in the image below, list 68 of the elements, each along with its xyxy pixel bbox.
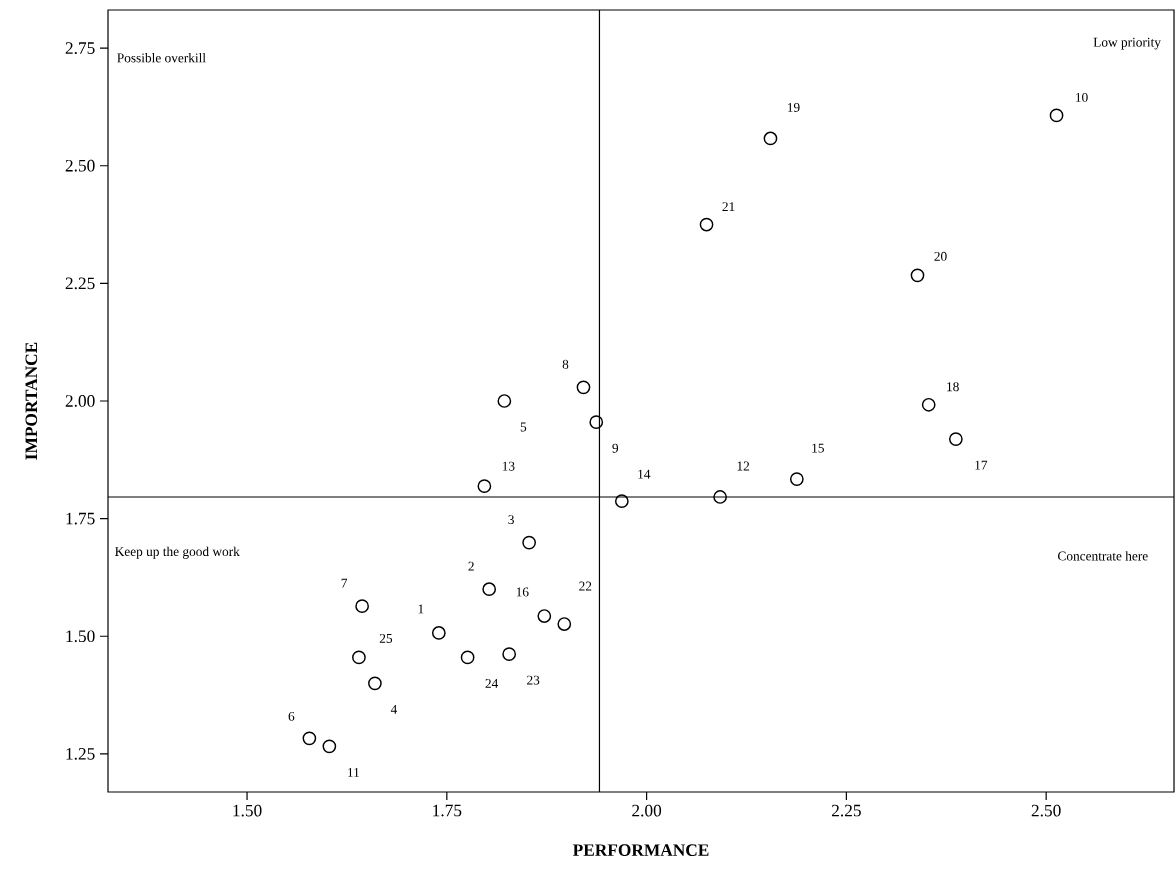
point [482,582,497,597]
point [589,415,604,430]
y-tick-label: 1.25 [66,748,95,760]
annotation: 7 [341,578,348,588]
annotation: Possible overkill [117,53,206,63]
y-tick-label: 2.50 [65,159,95,172]
annotation: Keep up the good work [115,546,240,559]
point [537,609,552,623]
annotation: 16 [516,587,529,597]
annotation: 1 [418,604,424,614]
annotation: 2 [468,561,474,571]
y-axis-title: IMPORTANCE [25,342,38,460]
y-tick-label: 2.25 [65,277,95,290]
annotation: 10 [1076,92,1088,102]
annotation: 12 [737,461,750,471]
y-tick-label: 1.50 [66,630,95,643]
point [763,131,778,146]
point [302,731,317,746]
annotation: 11 [348,767,359,777]
annotation: 20 [934,251,947,261]
annotation: Low priority [1093,37,1161,50]
point [502,647,517,662]
point [352,650,366,665]
point [322,739,337,754]
point [921,397,936,412]
x-tick-label: 1.50 [233,804,262,817]
annotation: 3 [508,515,514,525]
annotation: 25 [379,633,393,643]
annotation: 14 [638,469,651,479]
annotation: 4 [390,704,398,714]
x-tick-label: 2.25 [831,804,861,817]
annotation: 15 [812,443,824,453]
annotation: 13 [502,461,515,471]
x-axis-title: PERFORMANCE [572,844,709,856]
point [431,626,446,640]
y-tick-label: 1.75 [66,512,95,525]
annotation: 8 [562,359,569,369]
y-tick-label: 2.00 [65,395,95,407]
point [460,650,475,665]
annotation: 18 [947,382,959,392]
point [713,490,727,504]
x-tick-label: 1.75 [433,804,462,817]
point [614,494,629,509]
annotation: 19 [787,102,800,112]
point [522,535,537,550]
annotation: 6 [288,711,295,721]
annotation: 5 [520,422,527,432]
point [948,432,963,446]
y-tick-label: 2.75 [65,42,95,54]
point [355,599,369,614]
point [910,268,925,283]
annotation: 21 [722,202,735,211]
annotation: 23 [527,675,540,685]
x-tick-label: 2.00 [632,804,662,817]
point [368,676,382,691]
point [699,217,714,232]
annotation: 24 [485,679,499,688]
annotation: 17 [975,460,988,470]
point [497,394,512,408]
point [789,472,804,486]
annotation: 9 [612,443,619,453]
point [576,380,591,395]
point [477,479,492,494]
point [1049,108,1064,123]
point [557,617,572,631]
x-tick-label: 2.50 [1031,804,1061,817]
annotation: Concentrate here [1058,551,1148,561]
annotation: 22 [579,581,592,591]
